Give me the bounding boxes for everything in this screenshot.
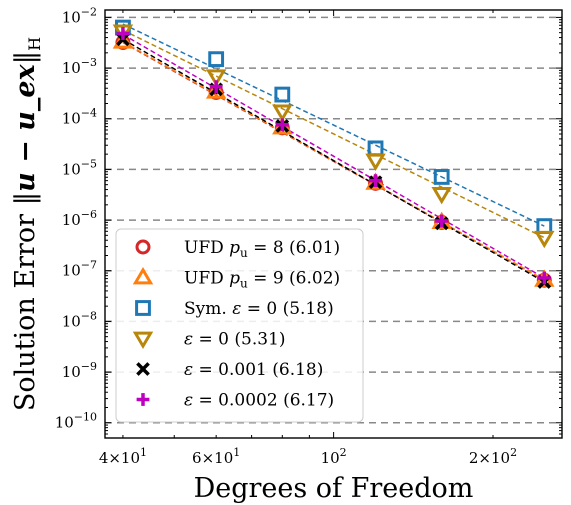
legend-label: ε = 0.001 (6.18) — [184, 360, 323, 380]
y-tick-label: 10−3 — [62, 56, 97, 77]
y-tick-label: 10−10 — [55, 411, 97, 432]
fit-line — [122, 29, 545, 239]
y-tick-labels: 10−2 10−3 10−4 10−5 10−6 10−7 10−8 10−9 10−10 — [55, 5, 97, 431]
fit-line — [122, 23, 545, 227]
fit-line — [122, 38, 545, 283]
data-markers — [112, 19, 555, 289]
plus-marker — [116, 27, 130, 40]
square-marker — [433, 169, 450, 185]
legend: UFD pu = 8 (6.01) UFD pu = 9 (6.02) Sym. ε… — [115, 228, 364, 423]
plus-marker — [369, 174, 382, 188]
y-tick-label: 10−7 — [62, 259, 97, 280]
plus-marker — [136, 393, 150, 406]
tick-marks — [105, 10, 562, 438]
square-marker — [274, 86, 291, 103]
x-tick-label: 102 — [321, 446, 347, 467]
legend-label: ε = 0.0002 (6.17) — [184, 391, 334, 411]
fit-line — [122, 33, 545, 279]
x-tick-label: 4×101 — [99, 446, 147, 467]
triangle-down-marker — [205, 69, 227, 87]
y-tick-label: 10−8 — [62, 309, 97, 330]
x-tick-label: 6×101 — [192, 446, 240, 467]
plus-marker — [537, 271, 551, 285]
x-tick-label: 2×102 — [469, 446, 517, 467]
triangle-down-marker — [431, 186, 452, 205]
plus-marker — [435, 214, 449, 228]
fit-lines — [122, 23, 545, 283]
x-axis-title: Degrees of Freedom — [194, 473, 474, 504]
triangle-up-marker — [132, 266, 154, 285]
legend-label: ε = 0 (5.31) — [184, 330, 286, 350]
legend-label: UFD pu = 9 (6.02) — [184, 269, 340, 291]
y-tick-label: 10−2 — [62, 5, 97, 26]
y-tick-label: 10−4 — [62, 107, 97, 128]
circle-marker — [135, 239, 151, 255]
x-marker — [136, 362, 150, 376]
triangle-down-marker — [365, 153, 386, 172]
y-tick-label: 10−9 — [62, 360, 97, 381]
plus-marker — [209, 80, 223, 94]
triangle-down-marker — [132, 331, 154, 350]
triangle-up-marker — [205, 81, 227, 99]
y-axis-title: Solution Error ‖u − u_ex‖H — [10, 37, 44, 411]
triangle-down-marker — [534, 230, 555, 249]
legend-label: UFD pu = 8 (6.01) — [184, 238, 340, 260]
triangle-down-marker — [272, 104, 293, 122]
x-tick-labels: 4×101 6×101 102 2×102 — [99, 446, 517, 467]
legend-label: Sym. ε = 0 (5.18) — [184, 299, 334, 319]
y-tick-label: 10−5 — [62, 157, 97, 178]
square-marker — [208, 51, 225, 68]
square-marker — [135, 300, 151, 316]
legend-box — [115, 228, 364, 423]
y-tick-label: 10−6 — [62, 208, 97, 229]
plus-marker — [275, 118, 289, 132]
x-marker-stroke — [136, 362, 150, 376]
